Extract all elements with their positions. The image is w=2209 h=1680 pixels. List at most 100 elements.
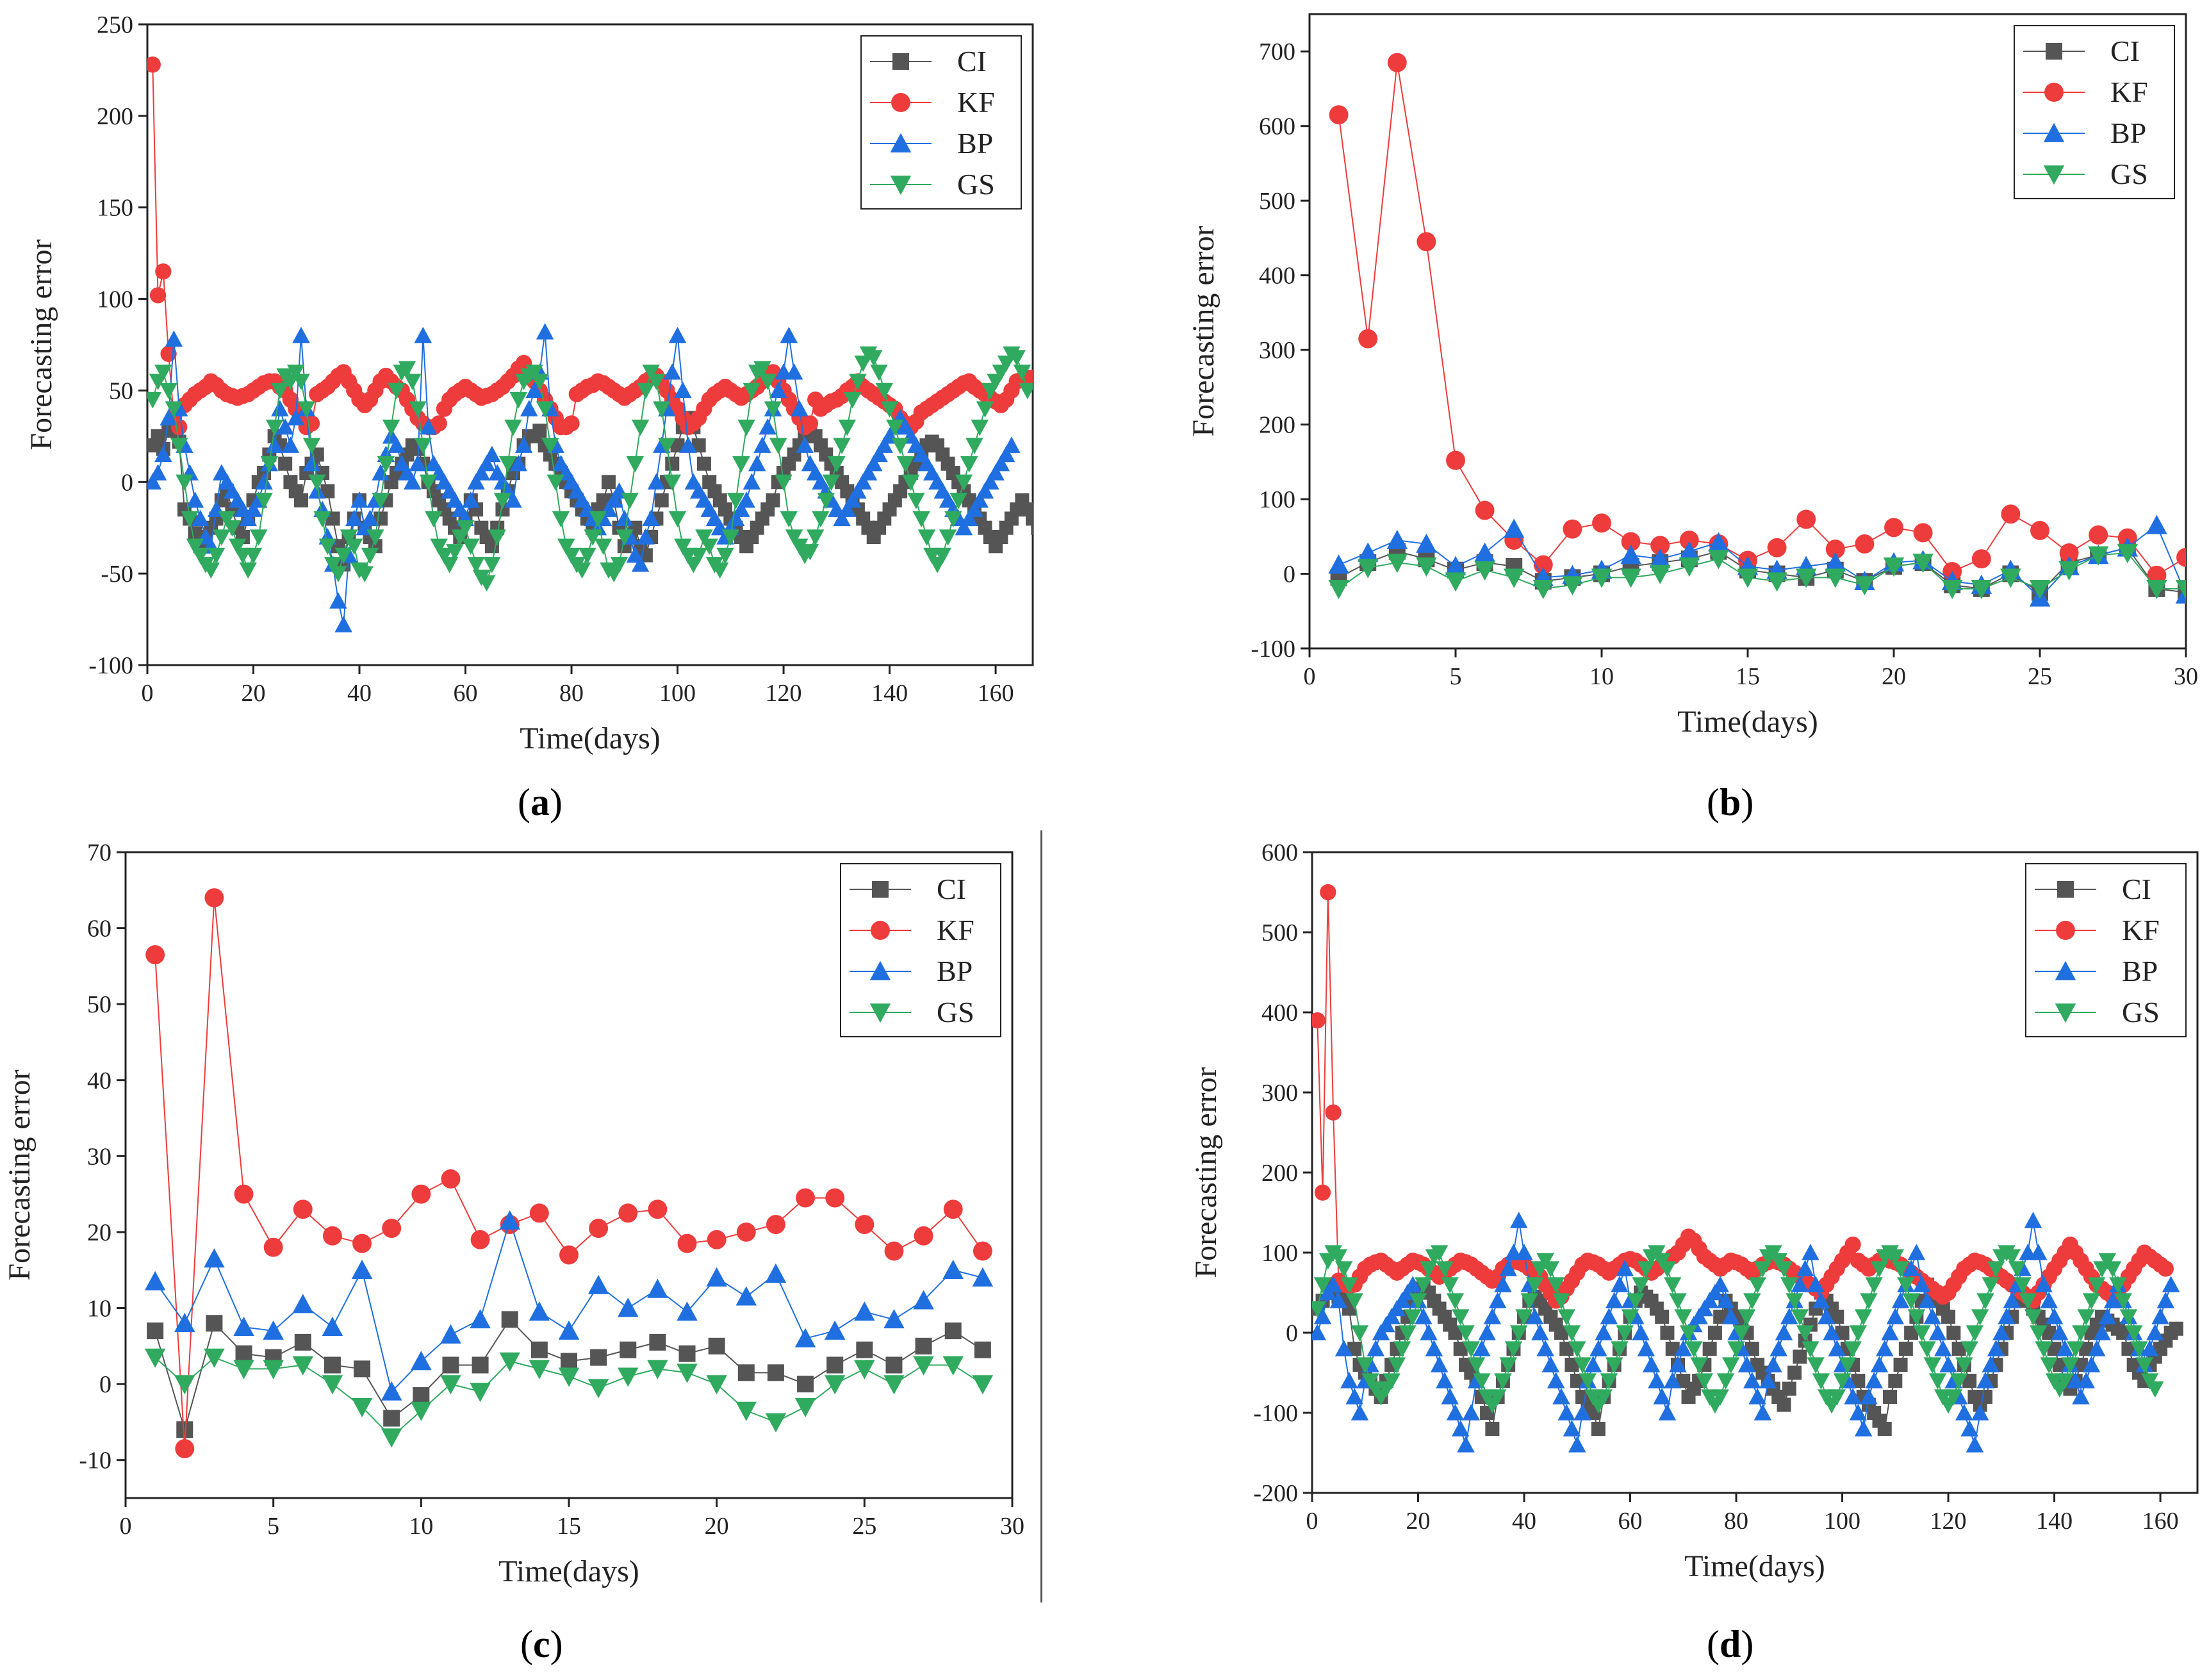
data-point-bp <box>748 454 766 472</box>
data-point-gs <box>1383 1373 1400 1390</box>
data-point-bp <box>1632 1324 1650 1340</box>
data-point-bp <box>1870 1356 1889 1372</box>
data-point-gs <box>1562 576 1583 596</box>
data-point-bp <box>706 1267 727 1287</box>
legend-label-ci: CI <box>957 45 987 78</box>
data-point-bp <box>504 491 522 508</box>
data-point-bp <box>1430 1356 1449 1372</box>
data-point-bp <box>1584 1356 1602 1372</box>
data-point-bp <box>414 326 432 343</box>
data-point-bp <box>1329 1292 1348 1308</box>
data-point-bp <box>1425 1340 1443 1356</box>
data-point-gs <box>308 474 326 491</box>
data-point-gs <box>1828 1389 1846 1406</box>
x-tick-label: 40 <box>1512 1508 1536 1535</box>
data-point-gs <box>202 562 220 579</box>
data-point-gs <box>689 547 708 564</box>
y-tick-label: 200 <box>1261 1160 1298 1187</box>
data-point-ci <box>383 1410 400 1427</box>
data-point-gs <box>536 401 554 418</box>
data-point-kf <box>1679 531 1699 550</box>
data-point-ci <box>1570 1374 1584 1388</box>
data-point-gs <box>838 419 857 436</box>
data-point-gs <box>972 1375 994 1395</box>
data-point-gs <box>529 1360 550 1379</box>
x-tick-label: 100 <box>1824 1508 1860 1535</box>
data-point-ci <box>1893 1358 1908 1372</box>
data-point-gs <box>1663 1277 1682 1294</box>
data-point-gs <box>1679 557 1700 577</box>
data-point-bp <box>1637 1340 1655 1356</box>
data-point-ci <box>856 1341 873 1358</box>
data-point-bp <box>1345 1388 1363 1404</box>
data-point-gs <box>1430 1245 1449 1262</box>
data-point-kf <box>563 415 580 432</box>
data-point-bp <box>955 518 973 536</box>
data-point-gs <box>1941 580 1963 600</box>
data-point-bp <box>1589 1340 1607 1356</box>
data-point-gs <box>1849 1325 1868 1342</box>
data-point-gs <box>579 547 596 564</box>
data-point-gs <box>801 544 819 561</box>
y-tick-label: 0 <box>1286 1320 1298 1347</box>
data-point-bp <box>637 528 655 545</box>
data-point-gs <box>812 511 830 528</box>
data-point-kf <box>411 1184 431 1204</box>
data-point-gs <box>942 1356 964 1376</box>
data-point-kf <box>352 1233 372 1253</box>
data-point-gs <box>944 511 962 528</box>
data-point-gs <box>1620 568 1641 588</box>
data-point-gs <box>334 547 352 564</box>
data-point-gs <box>2135 1357 2153 1374</box>
data-point-kf <box>1971 549 1991 569</box>
data-point-gs <box>1796 1325 1814 1342</box>
data-point-gs <box>425 511 443 528</box>
legend: CI KF BP GS <box>2014 25 2175 199</box>
data-point-gs <box>1313 1277 1332 1294</box>
data-point-gs <box>875 383 894 400</box>
y-tick-label: 250 <box>97 12 133 38</box>
x-tick-label: 0 <box>120 1513 132 1540</box>
data-point-gs <box>2087 546 2109 566</box>
data-point-bp <box>350 491 368 508</box>
data-point-kf <box>382 1219 402 1238</box>
x-tick-label: 25 <box>2028 663 2052 690</box>
data-point-bp <box>1474 542 1495 562</box>
data-point-kf <box>1592 513 1611 533</box>
data-point-bp <box>477 454 496 472</box>
data-point-bp <box>514 436 533 453</box>
data-point-bp <box>1658 1404 1677 1421</box>
series-group <box>1328 53 2186 607</box>
data-point-bp <box>1907 1244 1926 1260</box>
data-point-ci <box>1559 1342 1574 1356</box>
data-point-gs <box>791 538 809 556</box>
data-point-ci <box>596 493 611 507</box>
data-point-bp <box>997 445 1015 463</box>
data-point-gs <box>1886 1249 1905 1265</box>
data-point-kf <box>1884 518 1903 538</box>
data-point-gs <box>1775 1261 1793 1278</box>
data-point-ci <box>649 1333 666 1351</box>
y-tick-label: 0 <box>1283 561 1295 588</box>
data-point-bp <box>1807 1276 1825 1292</box>
data-point-gs <box>525 365 543 381</box>
data-point-ci <box>1485 1422 1500 1436</box>
data-point-ci <box>2116 1326 2131 1340</box>
x-tick-label: 10 <box>409 1513 433 1540</box>
data-point-gs <box>1018 383 1033 400</box>
y-tick-label: 40 <box>87 1067 111 1094</box>
data-point-gs <box>228 538 247 556</box>
data-point-gs <box>618 1367 639 1387</box>
legend-label-gs: GS <box>2122 996 2160 1028</box>
data-point-gs <box>1685 1341 1703 1358</box>
data-point-gs <box>658 438 676 454</box>
panel-label-b: (b) <box>1707 781 1754 823</box>
data-point-bp <box>849 482 867 499</box>
data-point-gs <box>446 544 464 561</box>
data-point-ci <box>1453 1342 1468 1356</box>
data-point-bp <box>345 509 363 527</box>
data-point-gs <box>255 493 273 509</box>
x-axis-label: Time(days) <box>498 1554 639 1588</box>
data-point-kf <box>1329 105 1349 125</box>
data-point-kf <box>1855 534 1875 554</box>
